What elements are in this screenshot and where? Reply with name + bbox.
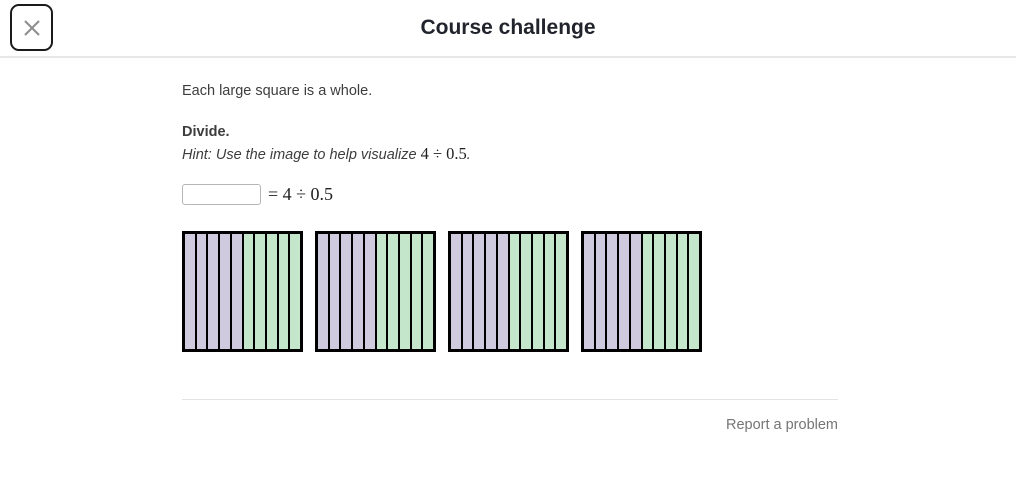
green-strip [399, 234, 412, 349]
purple-strip [364, 234, 377, 349]
answer-input[interactable] [182, 184, 261, 205]
purple-strip [619, 234, 631, 349]
purple-strip [231, 234, 244, 349]
purple-strip [497, 234, 510, 349]
green-strip [532, 234, 545, 349]
green-strip [665, 234, 678, 349]
purple-strip [486, 234, 498, 349]
purple-strip [353, 234, 365, 349]
purple-strip [185, 234, 197, 349]
green-strip [243, 234, 256, 349]
green-strip [544, 234, 557, 349]
green-strip [266, 234, 279, 349]
green-strip [376, 234, 389, 349]
green-strip [521, 234, 533, 349]
green-strip [388, 234, 400, 349]
hint-prefix: Hint: Use the image to help visualize [182, 147, 421, 163]
report-a-problem-link[interactable]: Report a problem [725, 417, 838, 433]
green-strip [255, 234, 267, 349]
close-button[interactable] [10, 4, 53, 51]
page-title: Course challenge [420, 16, 596, 39]
green-strip [654, 234, 666, 349]
green-strip [689, 234, 700, 349]
purple-strip [474, 234, 487, 349]
divider [182, 399, 838, 400]
purple-strip [630, 234, 643, 349]
hint-math: 4 ÷ 0.5 [420, 144, 467, 163]
green-strip [642, 234, 655, 349]
equation-text: = 4 ÷ 0.5 [268, 184, 334, 204]
purple-strip [584, 234, 596, 349]
answer-row: = 4 ÷ 0.5 [182, 184, 838, 205]
purple-strip [208, 234, 221, 349]
green-strip [509, 234, 522, 349]
green-strip [423, 234, 434, 349]
green-strip [677, 234, 690, 349]
purple-strip [196, 234, 209, 349]
exercise-content: Each large square is a whole. Divide. Hi… [182, 81, 838, 433]
purple-strip [318, 234, 330, 349]
close-icon [21, 17, 43, 39]
green-strip [278, 234, 291, 349]
purple-strip [329, 234, 342, 349]
fraction-square [315, 231, 436, 352]
purple-strip [607, 234, 620, 349]
purple-strip [220, 234, 232, 349]
report-row: Report a problem [182, 417, 838, 433]
header: Course challenge [0, 0, 1016, 58]
fraction-square [581, 231, 702, 352]
prompt-text: Divide. [182, 124, 230, 140]
green-strip [556, 234, 567, 349]
purple-strip [451, 234, 463, 349]
intro-text: Each large square is a whole. [182, 83, 373, 99]
fraction-square [182, 231, 303, 352]
diagram-row [182, 231, 838, 352]
green-strip [411, 234, 424, 349]
green-strip [290, 234, 301, 349]
hint-text: Hint: Use the image to help visualize 4 … [182, 143, 838, 166]
hint-suffix: . [466, 147, 471, 163]
purple-strip [462, 234, 475, 349]
purple-strip [595, 234, 608, 349]
fraction-square [448, 231, 569, 352]
purple-strip [341, 234, 354, 349]
